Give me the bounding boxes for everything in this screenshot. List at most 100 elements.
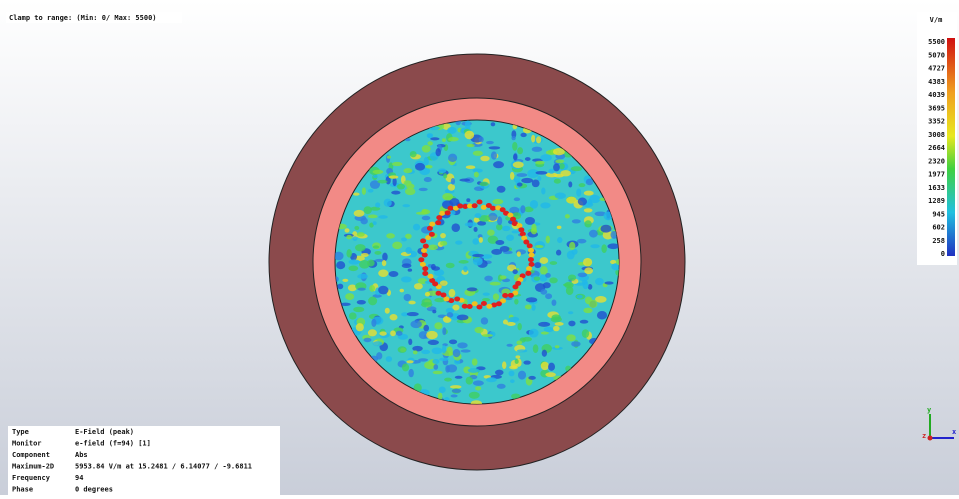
field-blob <box>404 180 412 186</box>
field-blob <box>413 350 418 354</box>
field-blob <box>553 326 560 332</box>
field-blob <box>337 284 343 290</box>
field-blob <box>418 358 428 361</box>
field-blob <box>398 346 407 353</box>
field-blob <box>374 251 381 255</box>
field-blob <box>493 161 504 168</box>
field-blob <box>361 253 369 257</box>
field-blob <box>378 269 388 276</box>
field-blob <box>517 147 523 154</box>
field-blob <box>474 227 478 232</box>
field-hot <box>439 211 445 216</box>
info-label: Component <box>12 451 50 459</box>
field-blob <box>577 295 583 299</box>
field-hot <box>436 291 442 296</box>
field-blob <box>433 371 443 374</box>
field-blob <box>518 371 526 380</box>
field-blob <box>533 344 539 353</box>
field-blob <box>584 208 593 212</box>
field-blob <box>480 156 489 162</box>
field-blob <box>378 215 388 219</box>
field-hot <box>429 232 435 237</box>
field-blob <box>390 330 396 336</box>
clamp-text: Clamp to range: (Min: 0/ Max: 5500) <box>9 14 157 22</box>
field-hot <box>529 262 535 267</box>
field-blob <box>568 311 573 314</box>
field-blob <box>514 299 518 305</box>
field-hot <box>420 262 426 267</box>
field-blob <box>479 136 484 142</box>
field-blob <box>523 361 530 365</box>
field-blob <box>410 151 417 157</box>
field-blob <box>551 314 560 320</box>
field-blob <box>448 154 457 162</box>
field-blob <box>515 355 520 358</box>
field-blob <box>367 260 375 267</box>
field-blob <box>415 163 425 171</box>
field-blob <box>586 179 593 186</box>
field-blob <box>517 323 521 330</box>
field-blob <box>475 213 482 218</box>
field-blob <box>403 168 412 173</box>
field-blob <box>554 179 561 184</box>
field-blob <box>447 312 454 317</box>
field-blob <box>354 210 365 217</box>
field-blob <box>373 170 384 174</box>
field-blob <box>458 260 468 264</box>
field-blob <box>346 249 351 257</box>
field-blob <box>448 184 455 191</box>
colorbar-tick-label: 4383 <box>928 78 945 86</box>
field-blob <box>552 299 557 305</box>
field-hot <box>454 297 460 302</box>
field-blob <box>459 179 470 182</box>
field-blob <box>566 197 576 204</box>
field-blob <box>473 151 483 156</box>
colorbar-tick-label: 1289 <box>928 197 945 205</box>
field-blob <box>578 273 588 278</box>
field-blob <box>451 394 458 397</box>
field-blob <box>386 356 392 362</box>
field-blob <box>467 287 478 291</box>
field-blob <box>433 364 438 370</box>
field-blob <box>541 187 545 194</box>
field-blob <box>368 189 374 193</box>
field-blob <box>396 331 403 336</box>
field-blob <box>540 257 549 264</box>
field-blob <box>448 137 459 141</box>
colorbar-unit: V/m <box>930 16 943 24</box>
field-blob <box>517 251 521 256</box>
field-blob <box>525 157 531 161</box>
field-blob <box>566 334 575 341</box>
field-hot <box>490 206 496 211</box>
field-blob <box>557 226 562 229</box>
field-blob <box>466 144 474 147</box>
field-blob <box>479 237 483 243</box>
field-blob <box>356 323 364 331</box>
field-hot <box>422 271 428 276</box>
field-blob <box>495 370 504 376</box>
field-blob <box>379 331 386 335</box>
field-blob <box>512 230 520 233</box>
field-blob <box>545 372 556 377</box>
field-blob <box>540 202 550 208</box>
field-blob <box>517 349 527 352</box>
field-blob <box>423 325 429 332</box>
info-value: 94 <box>75 474 83 482</box>
field-blob <box>392 162 402 166</box>
field-blob <box>472 238 479 245</box>
info-value: Abs <box>75 451 88 459</box>
field-blob <box>442 138 446 142</box>
field-blob <box>495 240 504 245</box>
field-blob <box>475 327 484 333</box>
colorbar-tick-label: 4727 <box>928 65 945 73</box>
field-blob <box>436 148 441 156</box>
field-blob <box>484 276 493 282</box>
field-blob <box>472 254 484 257</box>
field-blob <box>509 371 515 377</box>
field-blob <box>466 377 473 385</box>
colorbar-tick-label: 4039 <box>928 91 945 99</box>
field-blob <box>334 252 344 261</box>
field-blob <box>346 235 352 240</box>
field-blob <box>389 271 399 277</box>
field-blob <box>434 322 442 329</box>
